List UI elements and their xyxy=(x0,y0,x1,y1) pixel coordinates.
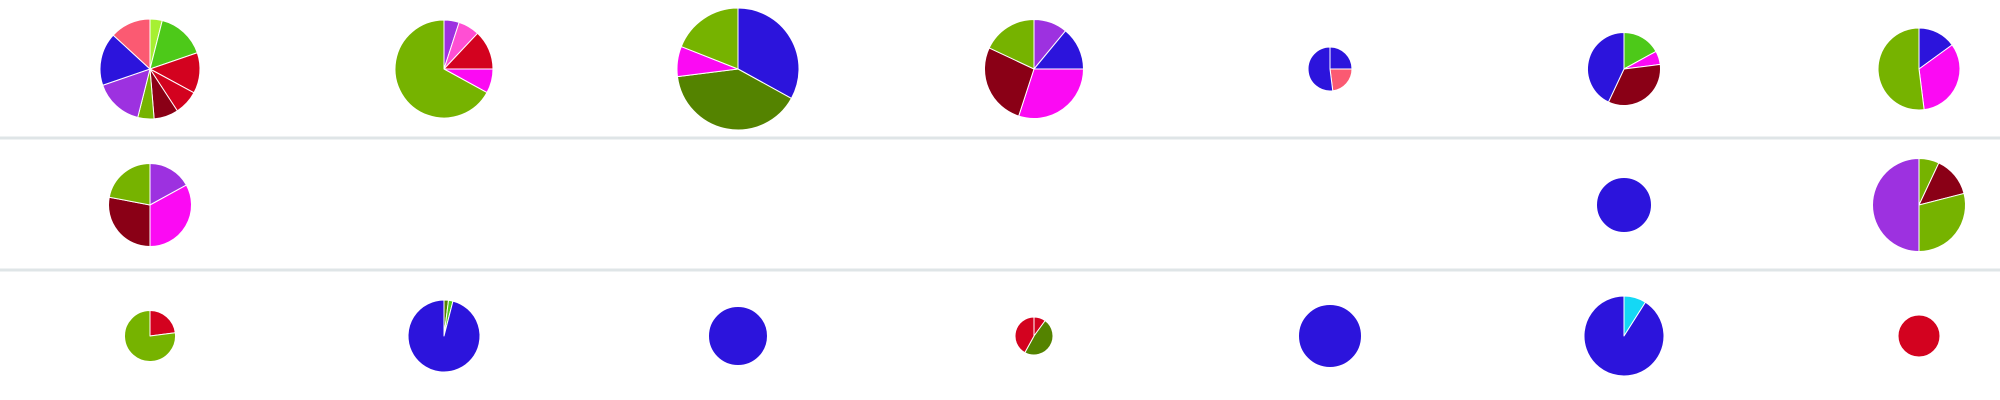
pie-slice xyxy=(1897,314,1941,358)
pie-slice xyxy=(1298,304,1362,368)
pie-slice xyxy=(1583,295,1665,377)
pie-r1-c2 xyxy=(394,19,494,119)
pie-slice xyxy=(112,18,151,70)
pie-r3-c5 xyxy=(1298,304,1362,368)
pie-slice xyxy=(988,19,1035,70)
pie-r3-c4 xyxy=(1014,316,1054,356)
pie-slice xyxy=(1872,158,1920,252)
pie-slice xyxy=(1014,316,1035,354)
pie-slice xyxy=(108,163,151,206)
pie-slice xyxy=(1918,44,1961,111)
pie-slice xyxy=(149,20,198,70)
pie-slice xyxy=(708,306,768,366)
pie-r2-c7 xyxy=(1872,158,1966,252)
pie-r3-c1 xyxy=(124,310,176,362)
pie-r1-c4 xyxy=(984,19,1084,119)
pie-slice xyxy=(676,68,792,131)
pie-slice xyxy=(149,163,187,206)
pie-slice xyxy=(149,184,192,247)
pies-layer xyxy=(99,7,1966,377)
pie-r1-c3 xyxy=(676,7,800,131)
pie-slice xyxy=(149,310,176,337)
pie-slice xyxy=(407,299,481,373)
pie-r3-c7 xyxy=(1897,314,1941,358)
pie-r1-c7 xyxy=(1877,27,1961,111)
pie-slice xyxy=(1596,177,1652,233)
pie-slice xyxy=(1024,320,1054,356)
pie-r3-c3 xyxy=(708,306,768,366)
pie-r1-c6 xyxy=(1587,32,1661,106)
pie-slice xyxy=(1918,192,1966,252)
pie-r1-c1 xyxy=(99,18,201,120)
pie-slice xyxy=(124,310,176,362)
pie-slice xyxy=(737,7,800,99)
pie-slice xyxy=(680,7,739,70)
pie-r2-c6 xyxy=(1596,177,1652,233)
pie-slice xyxy=(102,68,151,118)
pie-r3-c6 xyxy=(1583,295,1665,377)
pie-r1-c5 xyxy=(1307,46,1353,92)
pie-slice xyxy=(394,19,488,119)
pie-r3-c2 xyxy=(407,299,481,373)
pie-slice xyxy=(984,47,1035,117)
pie-slice xyxy=(1329,68,1353,92)
pie-slice xyxy=(1587,32,1625,103)
pie-slice xyxy=(1307,46,1334,92)
pie-slice xyxy=(1018,68,1084,119)
pie-slice xyxy=(1329,46,1353,70)
pie-slice xyxy=(99,34,151,86)
pie-r2-c1 xyxy=(108,163,192,247)
pie-slice xyxy=(1877,27,1925,111)
pie-slice xyxy=(108,196,151,247)
